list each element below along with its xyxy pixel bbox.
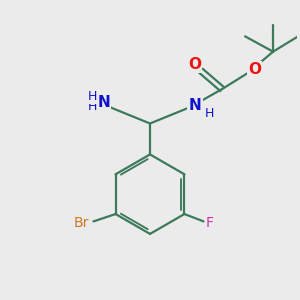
Text: N: N <box>98 94 110 110</box>
Text: H: H <box>205 107 214 120</box>
Text: O: O <box>188 57 201 72</box>
Text: N: N <box>189 98 201 113</box>
Text: O: O <box>248 62 261 77</box>
Text: H: H <box>87 90 97 103</box>
Text: Br: Br <box>74 216 89 230</box>
Text: H: H <box>87 100 97 113</box>
Text: F: F <box>206 216 214 230</box>
